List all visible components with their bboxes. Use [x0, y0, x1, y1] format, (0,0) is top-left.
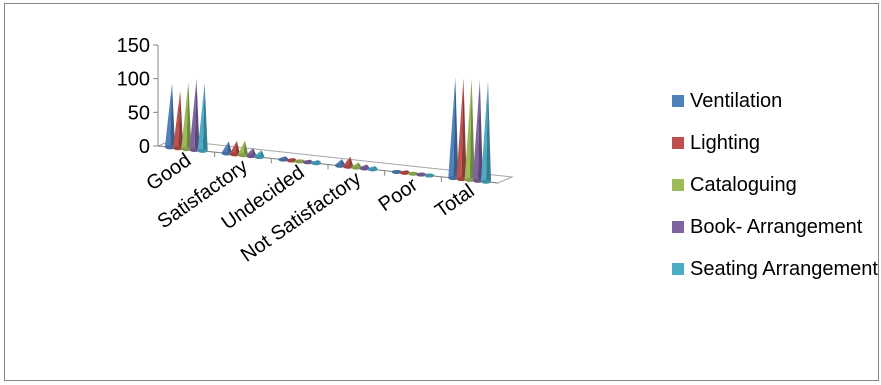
- cone-cataloguing: [181, 81, 192, 152]
- legend-item: Ventilation: [672, 88, 782, 114]
- cone-ventilation: [335, 159, 345, 168]
- x-tick-label: Poor: [375, 174, 423, 216]
- cone-book-arrangement: [416, 172, 427, 177]
- y-tick-label: 150: [117, 35, 150, 57]
- cone-series: [165, 77, 491, 184]
- cone-lighting: [173, 90, 184, 151]
- cone-ventilation: [278, 156, 289, 162]
- cone-cataloguing: [464, 78, 475, 182]
- cone-seating-arrangement: [197, 83, 208, 153]
- cone-ventilation: [391, 169, 402, 174]
- legend-swatch: [672, 263, 684, 275]
- cone-cataloguing: [351, 162, 362, 170]
- cone-seating-arrangement: [254, 150, 265, 160]
- cone-ventilation: [221, 141, 232, 156]
- legend-swatch: [672, 95, 684, 107]
- legend-item: Cataloguing: [672, 172, 797, 198]
- cone-lighting: [229, 140, 240, 157]
- y-tick-label: 100: [117, 69, 150, 91]
- cone-ventilation: [448, 77, 459, 181]
- legend-swatch: [672, 137, 684, 149]
- y-tick-label: 0: [139, 136, 150, 158]
- cone-ventilation: [165, 83, 175, 150]
- legend-item: Book- Arrangement: [672, 214, 862, 240]
- cone-cataloguing: [294, 159, 305, 164]
- cone-cataloguing: [408, 171, 418, 176]
- cone-book-arrangement: [359, 164, 370, 171]
- legend-label: Seating Arrangement: [690, 257, 878, 280]
- cone-lighting: [399, 170, 410, 175]
- cone-cataloguing: [238, 140, 248, 158]
- cone-book-arrangement: [189, 79, 200, 152]
- legend-swatch: [672, 179, 684, 191]
- y-tick-label: 50: [128, 102, 150, 124]
- x-tick-label: Good: [142, 149, 195, 195]
- cone-lighting: [286, 157, 297, 163]
- cone-book-arrangement: [302, 159, 313, 165]
- cone-book-arrangement: [246, 148, 257, 159]
- cone-book-arrangement: [472, 79, 483, 183]
- legend-label: Book- Arrangement: [690, 215, 863, 238]
- cone-lighting: [343, 156, 354, 169]
- chart-area: [4, 3, 879, 381]
- x-tick-label: Total: [431, 180, 478, 222]
- legend-item: Lighting: [672, 130, 760, 156]
- cone-lighting: [456, 78, 467, 182]
- legend-label: Cataloguing: [690, 173, 797, 196]
- legend-swatch: [672, 221, 684, 233]
- legend-label: Ventilation: [690, 89, 783, 112]
- legend-item: Seating Arrangement: [672, 256, 878, 282]
- cone-seating-arrangement: [481, 80, 491, 184]
- cone-seating-arrangement: [367, 165, 378, 172]
- legend-label: Lighting: [690, 131, 761, 154]
- cone-seating-arrangement: [311, 159, 321, 166]
- cone-seating-arrangement: [424, 173, 435, 178]
